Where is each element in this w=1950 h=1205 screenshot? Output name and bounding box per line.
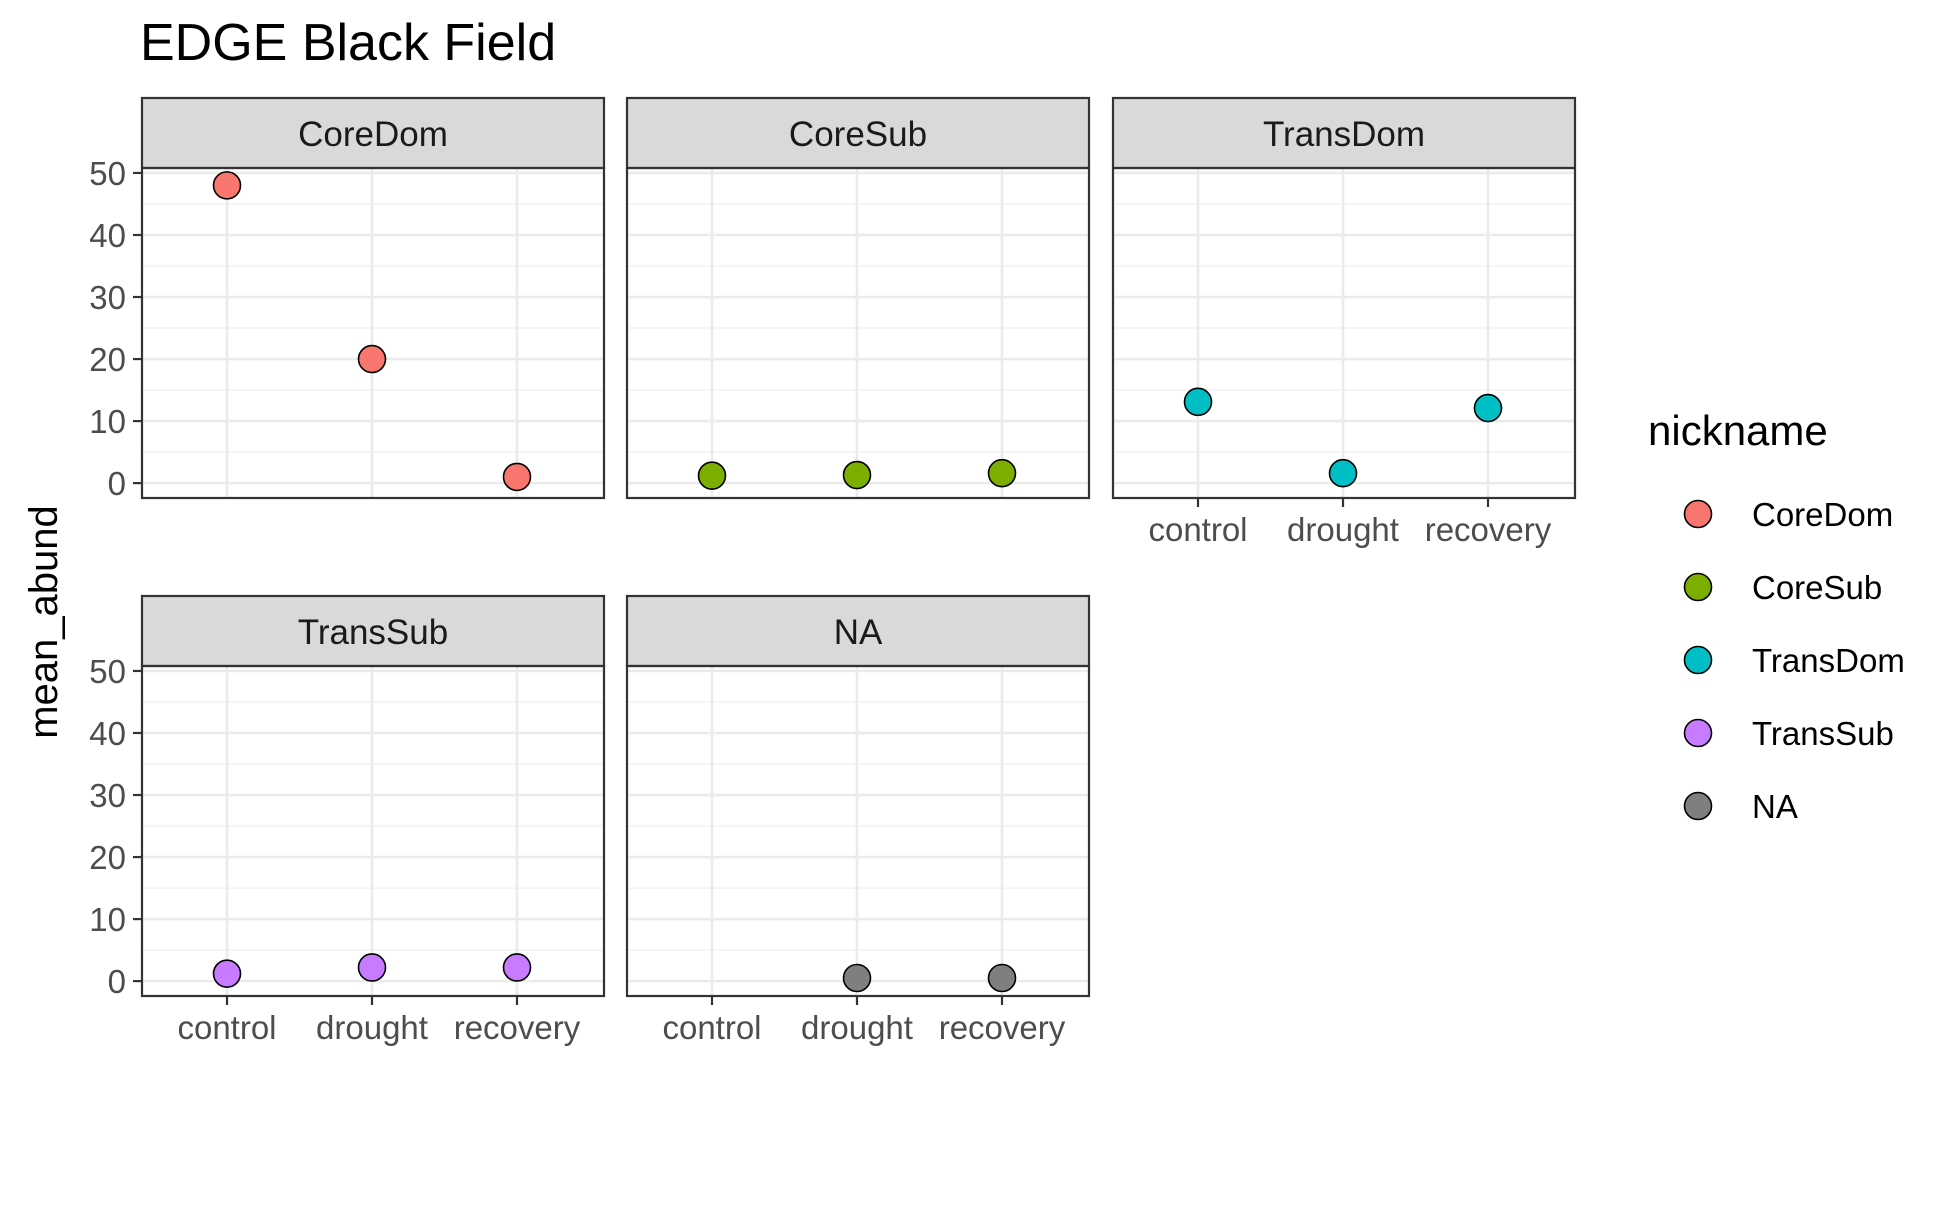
strip-label-coresub: CoreSub bbox=[789, 115, 927, 154]
legend-entries: CoreDom CoreSub TransDom TransSub NA bbox=[1683, 496, 1905, 825]
strip-background bbox=[625, 594, 1091, 668]
y-axis-label: mean_abund bbox=[22, 505, 66, 739]
data-point-coresub-drought bbox=[842, 460, 872, 490]
strip-label-coredom: CoreDom bbox=[298, 115, 448, 154]
facet-panel-coredom: CoreDom 0 10 20 30 40 50 bbox=[89, 96, 606, 502]
legend-key-transdom bbox=[1683, 645, 1713, 675]
strip-background bbox=[1111, 96, 1577, 170]
chart-title: EDGE Black Field bbox=[140, 14, 556, 72]
strip-background bbox=[140, 96, 606, 170]
data-point-transdom-drought bbox=[1328, 458, 1358, 488]
facet-panel-transsub: TransSub 0 10 20 30 40 50 control drought recover… bbox=[89, 594, 606, 1046]
y-tick-label: 30 bbox=[89, 777, 126, 814]
legend-key-coresub bbox=[1683, 572, 1713, 602]
data-point-transdom-control bbox=[1183, 387, 1213, 417]
legend-label-coresub: CoreSub bbox=[1752, 569, 1882, 606]
y-tick-label: 40 bbox=[89, 715, 126, 752]
data-point-transsub-control bbox=[212, 959, 242, 988]
strip-label-transsub: TransSub bbox=[298, 613, 448, 652]
x-tick-label: drought bbox=[1287, 511, 1399, 548]
facet-panel-coresub: CoreSub bbox=[625, 96, 1091, 500]
x-tick-label: control bbox=[1148, 511, 1247, 548]
strip-label-transdom: TransDom bbox=[1263, 115, 1425, 154]
y-tick-label: 0 bbox=[108, 465, 126, 502]
data-point-transdom-recovery bbox=[1473, 393, 1503, 423]
panel-border bbox=[625, 166, 1091, 500]
x-tick-label: recovery bbox=[454, 1009, 581, 1046]
panel-border bbox=[140, 166, 606, 500]
strip-background bbox=[625, 96, 1091, 170]
legend-title: nickname bbox=[1648, 407, 1828, 454]
y-tick-label: 20 bbox=[89, 341, 126, 378]
x-tick-label: drought bbox=[801, 1009, 913, 1046]
data-point-coredom-recovery bbox=[502, 462, 532, 492]
data-point-transsub-recovery bbox=[502, 953, 532, 982]
x-tick-label: drought bbox=[316, 1009, 428, 1046]
legend: nickname CoreDom CoreSub TransDom TransSub N… bbox=[1648, 407, 1905, 825]
y-tick-label: 10 bbox=[89, 901, 126, 938]
data-point-coresub-control bbox=[697, 461, 727, 490]
data-point-na-drought bbox=[842, 963, 872, 993]
data-point-coredom-control bbox=[212, 171, 242, 200]
y-tick-label: 20 bbox=[89, 839, 126, 876]
facet-panel-transdom: TransDom control drought recovery bbox=[1111, 96, 1577, 548]
x-tick-label: control bbox=[177, 1009, 276, 1046]
y-tick-label: 30 bbox=[89, 279, 126, 316]
data-point-coresub-recovery bbox=[987, 458, 1017, 488]
data-point-na-recovery bbox=[987, 963, 1017, 993]
legend-key-transsub bbox=[1683, 718, 1713, 748]
x-tick-label: recovery bbox=[1425, 511, 1552, 548]
x-tick-label: recovery bbox=[939, 1009, 1066, 1046]
legend-label-transsub: TransSub bbox=[1752, 715, 1894, 752]
y-tick-label: 50 bbox=[89, 653, 126, 690]
facet-panel-na: NA control drought recovery bbox=[625, 594, 1091, 1046]
y-tick-label: 0 bbox=[108, 963, 126, 1000]
strip-label-na: NA bbox=[834, 613, 883, 652]
facet-panels: CoreDom 0 10 20 30 40 50 CoreSub TransDom control… bbox=[89, 96, 1577, 1046]
legend-key-coredom bbox=[1683, 499, 1713, 529]
data-point-transsub-drought bbox=[357, 953, 387, 982]
data-point-coredom-drought bbox=[357, 344, 387, 374]
y-tick-label: 10 bbox=[89, 403, 126, 440]
legend-label-na: NA bbox=[1752, 788, 1798, 825]
legend-label-transdom: TransDom bbox=[1752, 642, 1905, 679]
strip-background bbox=[140, 594, 606, 668]
legend-key-na bbox=[1683, 791, 1713, 821]
x-tick-label: control bbox=[662, 1009, 761, 1046]
legend-label-coredom: CoreDom bbox=[1752, 496, 1893, 533]
y-tick-label: 50 bbox=[89, 155, 126, 192]
y-tick-label: 40 bbox=[89, 217, 126, 254]
